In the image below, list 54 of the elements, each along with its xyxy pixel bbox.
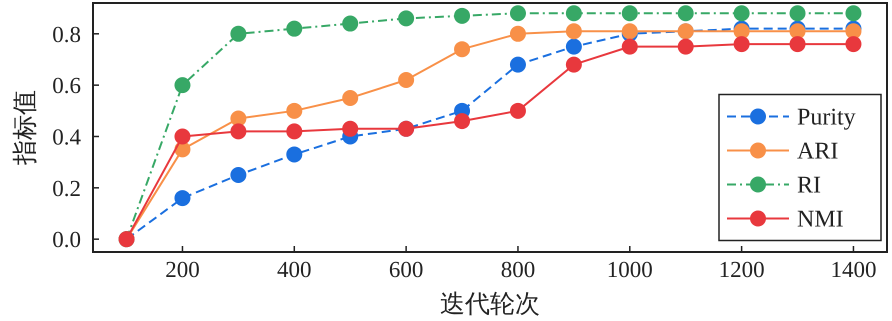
point — [230, 123, 246, 140]
ytick: 0.6 — [52, 73, 81, 98]
point — [342, 120, 358, 137]
point — [678, 5, 694, 22]
point — [734, 5, 750, 22]
xtick: 1000 — [606, 257, 653, 282]
point — [286, 102, 302, 119]
point — [566, 5, 582, 22]
point — [510, 5, 526, 22]
point — [230, 166, 246, 183]
ytick: 0.4 — [52, 124, 81, 150]
point — [845, 5, 862, 22]
point — [454, 8, 470, 24]
point — [454, 41, 470, 58]
point — [398, 72, 414, 88]
point — [510, 26, 526, 42]
xtick: 1400 — [830, 257, 876, 282]
point — [790, 36, 806, 52]
legend-label: Purity — [797, 104, 856, 130]
point — [566, 56, 582, 73]
xtick: 1200 — [718, 257, 765, 282]
ytick: 0.0 — [52, 227, 81, 252]
point — [230, 26, 246, 42]
ytick: 0.2 — [52, 176, 81, 201]
point — [510, 56, 526, 73]
point — [790, 5, 806, 22]
point — [734, 36, 750, 52]
legend-label: RI — [797, 172, 821, 198]
point — [622, 5, 638, 22]
point — [174, 128, 190, 144]
point — [342, 16, 358, 32]
legend-label: NMI — [797, 206, 844, 232]
point — [510, 102, 526, 119]
point — [566, 23, 582, 40]
point — [454, 113, 470, 130]
legend-label: ARI — [797, 138, 838, 164]
point — [566, 38, 582, 55]
ytick: 0.8 — [52, 22, 81, 47]
point — [678, 38, 694, 55]
point — [342, 90, 358, 106]
point — [286, 123, 302, 140]
xtick: 400 — [277, 257, 312, 282]
point — [845, 36, 862, 52]
point — [622, 38, 638, 55]
point — [286, 20, 302, 37]
xtick: 200 — [165, 257, 200, 282]
ylabel: 指标值 — [12, 90, 39, 165]
point — [286, 146, 302, 162]
point — [174, 190, 190, 206]
point — [174, 77, 190, 94]
xtick: 800 — [500, 257, 536, 282]
xtick: 600 — [388, 257, 424, 282]
xlabel: 迭代轮次 — [440, 291, 540, 318]
point — [398, 10, 414, 26]
